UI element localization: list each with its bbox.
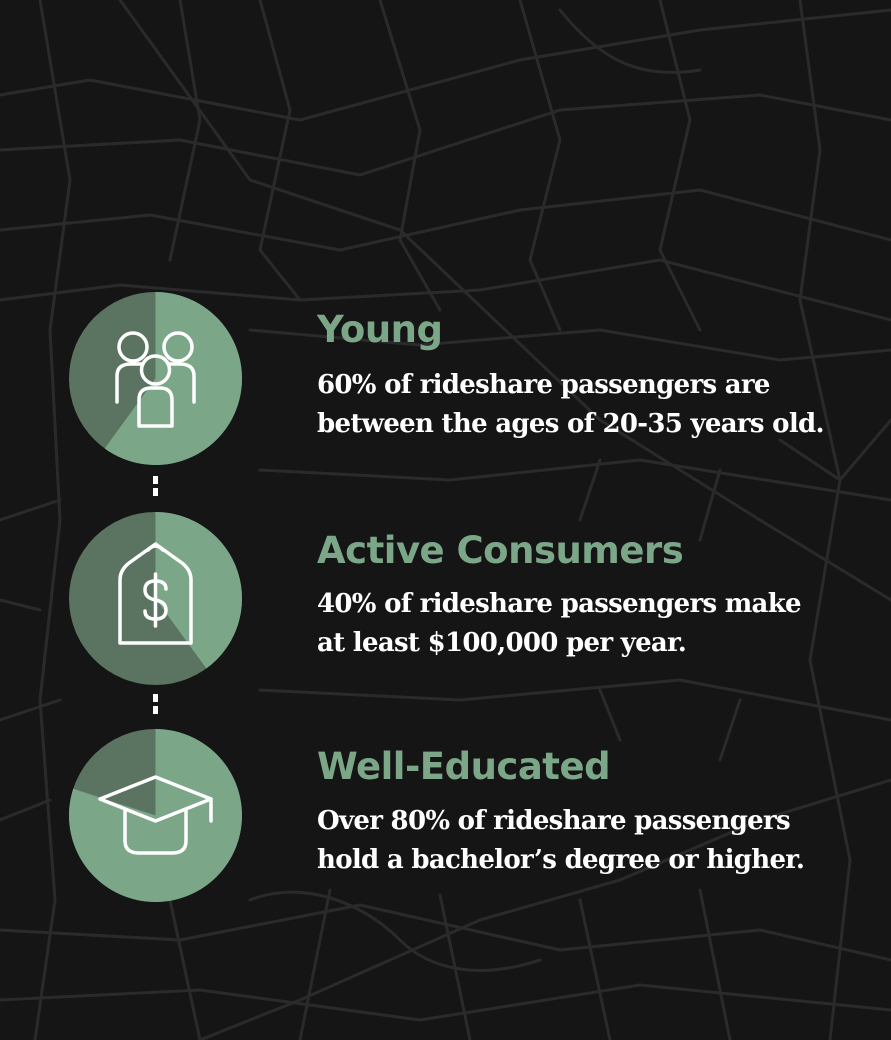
stat-description-line: at least $100,000 per year.	[317, 628, 687, 658]
stat-title: Active Consumers	[317, 529, 684, 572]
stat-pie-chart	[69, 729, 242, 902]
price-tag-dollar-icon	[118, 542, 193, 645]
stat-description-line: hold a bachelor’s degree or higher.	[317, 845, 805, 875]
stat-title: Well-Educated	[317, 745, 611, 788]
stat-description: 40% of rideshare passengers make at leas…	[317, 585, 877, 663]
stat-pie-chart	[69, 512, 242, 685]
graduation-cap-icon	[98, 775, 213, 855]
stat-description-line: 60% of rideshare passengers are	[317, 370, 770, 400]
stat-description: Over 80% of rideshare passengers hold a …	[317, 802, 877, 880]
stat-description-line: 40% of rideshare passengers make	[317, 589, 802, 619]
pie-percent-slice	[155, 512, 242, 669]
stat-description-line: between the ages of 20-35 years old.	[317, 409, 825, 439]
stat-title: Young	[317, 308, 443, 351]
stat-pie-chart	[69, 292, 242, 465]
pie-percent-slice	[69, 729, 242, 902]
stat-description-line: Over 80% of rideshare passengers	[317, 806, 791, 836]
dotted-connector	[153, 694, 158, 718]
people-group-icon	[115, 331, 196, 428]
dotted-connector	[153, 476, 158, 500]
stat-description: 60% of rideshare passengers are between …	[317, 366, 877, 444]
